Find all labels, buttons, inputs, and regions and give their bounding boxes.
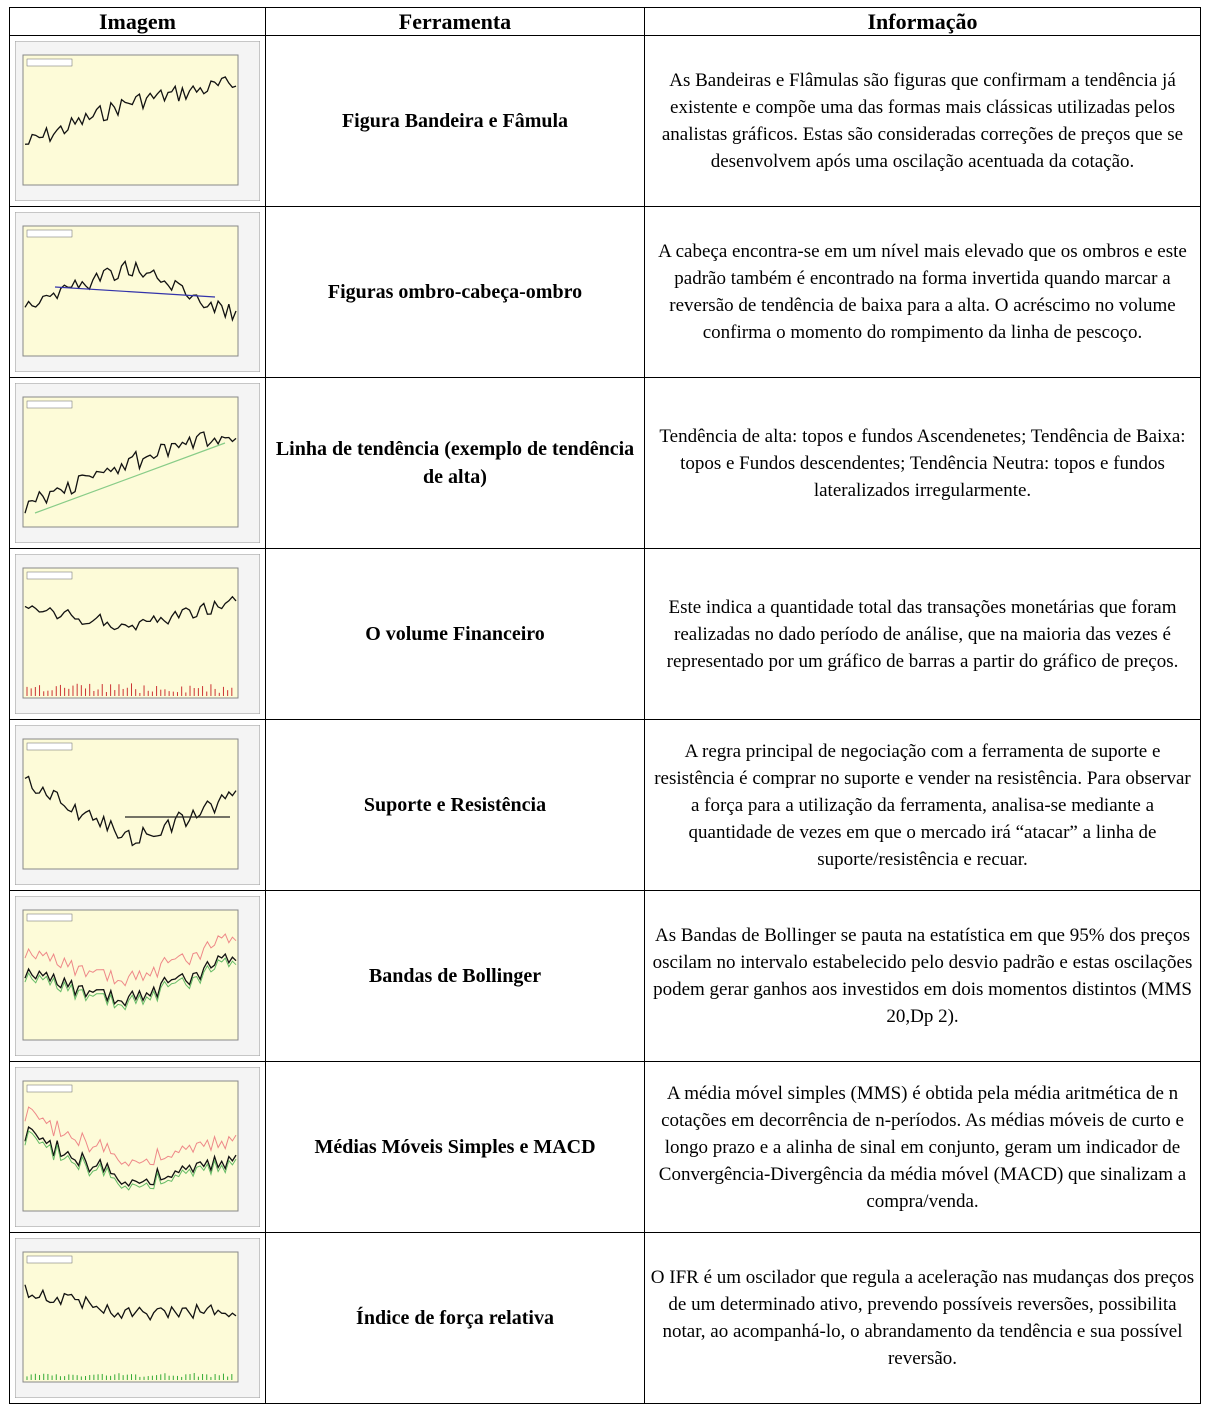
image-cell (10, 378, 266, 549)
thumb-legend (27, 572, 72, 579)
info-cell: A média móvel simples (MMS) é obtida pel… (645, 1062, 1201, 1233)
info-cell: Este indica a quantidade total das trans… (645, 549, 1201, 720)
info-cell: O IFR é um oscilador que regula a aceler… (645, 1233, 1201, 1404)
thumb-legend (27, 59, 72, 66)
tool-cell: Figuras ombro-cabeça-ombro (266, 207, 645, 378)
chart-thumbnail (15, 41, 260, 201)
thumb-plot (23, 910, 238, 1040)
chart-thumbnail (15, 725, 260, 885)
info-cell: A regra principal de negociação com a fe… (645, 720, 1201, 891)
header-cell: Ferramenta (266, 8, 645, 36)
tool-cell: Médias Móveis Simples e MACD (266, 1062, 645, 1233)
thumb-legend (27, 914, 72, 921)
thumb-plot (23, 226, 238, 356)
thumb-legend (27, 743, 72, 750)
tool-cell: O volume Financeiro (266, 549, 645, 720)
tool-cell: Figura Bandeira e Fâmula (266, 36, 645, 207)
chart-thumbnail (15, 554, 260, 714)
thumb-plot (23, 1252, 238, 1382)
image-cell (10, 207, 266, 378)
thumb-legend (27, 1256, 72, 1263)
image-cell (10, 1062, 266, 1233)
thumb-plot (23, 1081, 238, 1211)
chart-thumbnail (15, 1067, 260, 1227)
header-cell: Informação (645, 8, 1201, 36)
chart-thumbnail (15, 896, 260, 1056)
thumb-legend (27, 1085, 72, 1092)
info-cell: As Bandas de Bollinger se pauta na estat… (645, 891, 1201, 1062)
tool-cell: Bandas de Bollinger (266, 891, 645, 1062)
info-cell: A cabeça encontra-se em um nível mais el… (645, 207, 1201, 378)
info-cell: As Bandeiras e Flâmulas são figuras que … (645, 36, 1201, 207)
tool-cell: Suporte e Resistência (266, 720, 645, 891)
image-cell (10, 1233, 266, 1404)
chart-thumbnail (15, 1238, 260, 1398)
header-row: Imagem Ferramenta Informação (10, 8, 1201, 36)
page: {"table": { "header": ["Imagem", "Ferram… (0, 0, 1220, 1421)
table-row: Linha de tendência (exemplo de tendência… (10, 378, 1201, 549)
thumb-plot (23, 568, 238, 698)
thumb-legend (27, 230, 72, 237)
thumb-plot (23, 55, 238, 185)
image-cell (10, 891, 266, 1062)
thumb-plot (23, 397, 238, 527)
image-cell (10, 549, 266, 720)
info-cell: Tendência de alta: topos e fundos Ascend… (645, 378, 1201, 549)
chart-thumbnail (15, 383, 260, 543)
tool-cell: Índice de força relativa (266, 1233, 645, 1404)
tool-cell: Linha de tendência (exemplo de tendência… (266, 378, 645, 549)
chart-thumbnail (15, 212, 260, 372)
tools-table: Imagem Ferramenta Informação Figura Band… (9, 7, 1201, 1404)
image-cell (10, 36, 266, 207)
thumb-legend (27, 401, 72, 408)
image-cell (10, 720, 266, 891)
header-cell: Imagem (10, 8, 266, 36)
